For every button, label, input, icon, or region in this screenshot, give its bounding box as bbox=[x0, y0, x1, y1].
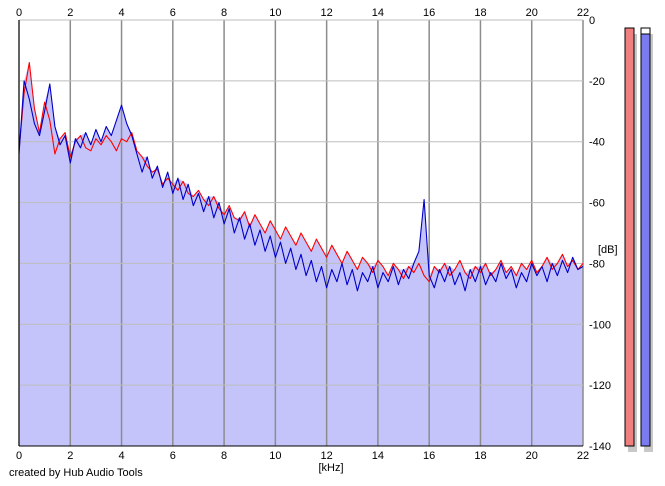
x-tick-label-top: 2 bbox=[67, 7, 73, 19]
x-tick-label-bottom: 20 bbox=[526, 450, 538, 462]
y-axis-label: [dB] bbox=[598, 244, 618, 256]
x-tick-label-bottom: 22 bbox=[577, 450, 589, 462]
x-tick-label-top: 12 bbox=[321, 7, 333, 19]
x-tick-label-top: 8 bbox=[221, 7, 227, 19]
x-tick-label-bottom: 12 bbox=[321, 450, 333, 462]
x-tick-label-bottom: 0 bbox=[16, 450, 22, 462]
y-tick-label: -40 bbox=[589, 137, 605, 149]
x-tick-label-bottom: 2 bbox=[67, 450, 73, 462]
y-tick-label: 0 bbox=[589, 15, 595, 27]
x-axis-label: [kHz] bbox=[318, 462, 343, 474]
y-tick-label: -20 bbox=[589, 76, 605, 88]
x-tick-label-bottom: 6 bbox=[170, 450, 176, 462]
x-tick-label-top: 14 bbox=[372, 7, 384, 19]
credit-text: created by Hub Audio Tools bbox=[9, 467, 143, 479]
y-tick-label: -80 bbox=[589, 258, 605, 270]
x-tick-label-top: 10 bbox=[269, 7, 281, 19]
x-tick-label-top: 6 bbox=[170, 7, 176, 19]
x-tick-label-top: 4 bbox=[118, 7, 124, 19]
axis-layer: 002244668810101212141416161818202022220-… bbox=[16, 7, 611, 462]
x-tick-label-top: 22 bbox=[577, 7, 589, 19]
x-tick-label-bottom: 16 bbox=[423, 450, 435, 462]
grid-layer bbox=[18, 19, 584, 447]
x-tick-label-bottom: 18 bbox=[474, 450, 486, 462]
y-tick-label: -100 bbox=[589, 319, 611, 331]
x-tick-label-bottom: 14 bbox=[372, 450, 384, 462]
meter-level-bar bbox=[624, 27, 635, 447]
x-tick-label-top: 18 bbox=[474, 7, 486, 19]
series-line-1 bbox=[18, 62, 584, 283]
x-tick-label-bottom: 10 bbox=[269, 450, 281, 462]
x-tick-label-top: 0 bbox=[16, 7, 22, 19]
x-tick-label-top: 16 bbox=[423, 7, 435, 19]
y-tick-label: -140 bbox=[589, 441, 611, 453]
y-tick-label: -120 bbox=[589, 380, 611, 392]
x-tick-label-bottom: 4 bbox=[118, 450, 124, 462]
y-tick-label: -60 bbox=[589, 198, 605, 210]
series-layer bbox=[18, 62, 584, 292]
x-tick-label-top: 20 bbox=[526, 7, 538, 19]
x-tick-label-bottom: 8 bbox=[221, 450, 227, 462]
meter-level-bar bbox=[640, 33, 651, 447]
level-meters bbox=[624, 27, 653, 452]
series-line-2 bbox=[18, 80, 584, 292]
